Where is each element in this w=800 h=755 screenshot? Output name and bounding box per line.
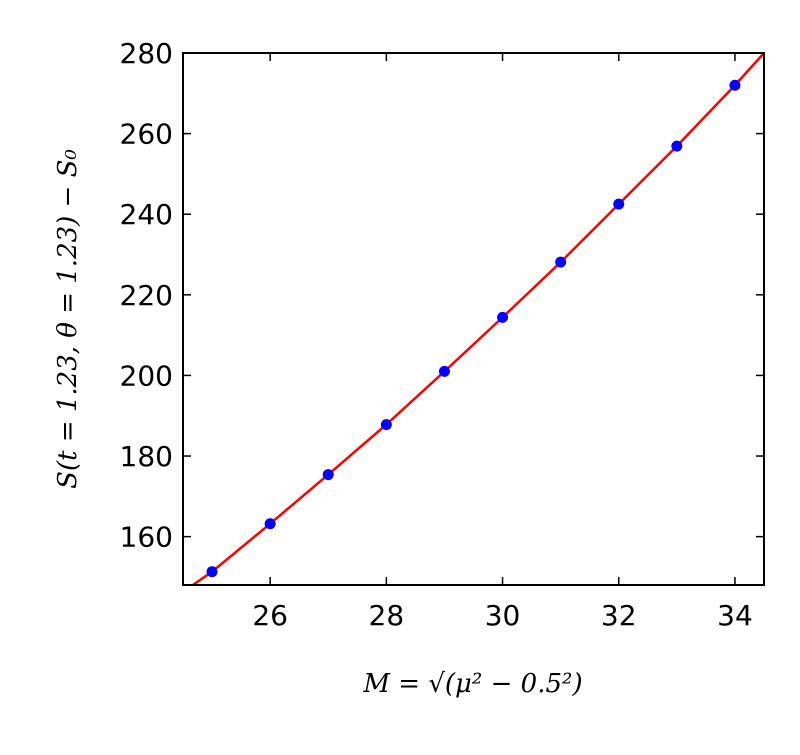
point <box>497 311 509 323</box>
plot-frame <box>182 52 765 586</box>
x-tick-label: 26 <box>252 599 288 632</box>
point <box>671 140 683 152</box>
y-tick-label: 280 <box>120 37 173 70</box>
y-tick-label: 220 <box>120 279 173 312</box>
point <box>380 419 392 431</box>
y-tick-label: 160 <box>120 521 173 554</box>
point <box>729 79 741 91</box>
y-tick-label: 180 <box>120 440 173 473</box>
y-tick-label: 200 <box>120 359 173 392</box>
x-tick-label: 32 <box>601 599 637 632</box>
point <box>206 566 218 578</box>
y-axis-label: S(t = 1.23, θ = 1.23) − S₀ <box>53 149 83 489</box>
point <box>613 198 625 210</box>
point <box>322 469 334 481</box>
y-tick-label: 240 <box>120 198 173 231</box>
point <box>438 365 450 377</box>
point <box>555 256 567 268</box>
x-tick-label: 30 <box>485 599 521 632</box>
x-axis-label: M = √(μ² − 0.5²) <box>362 669 582 699</box>
x-tick-label: 28 <box>369 599 405 632</box>
point <box>264 518 276 530</box>
y-tick-label: 260 <box>120 118 173 151</box>
x-tick-label: 34 <box>717 599 753 632</box>
fit-line <box>192 53 764 585</box>
